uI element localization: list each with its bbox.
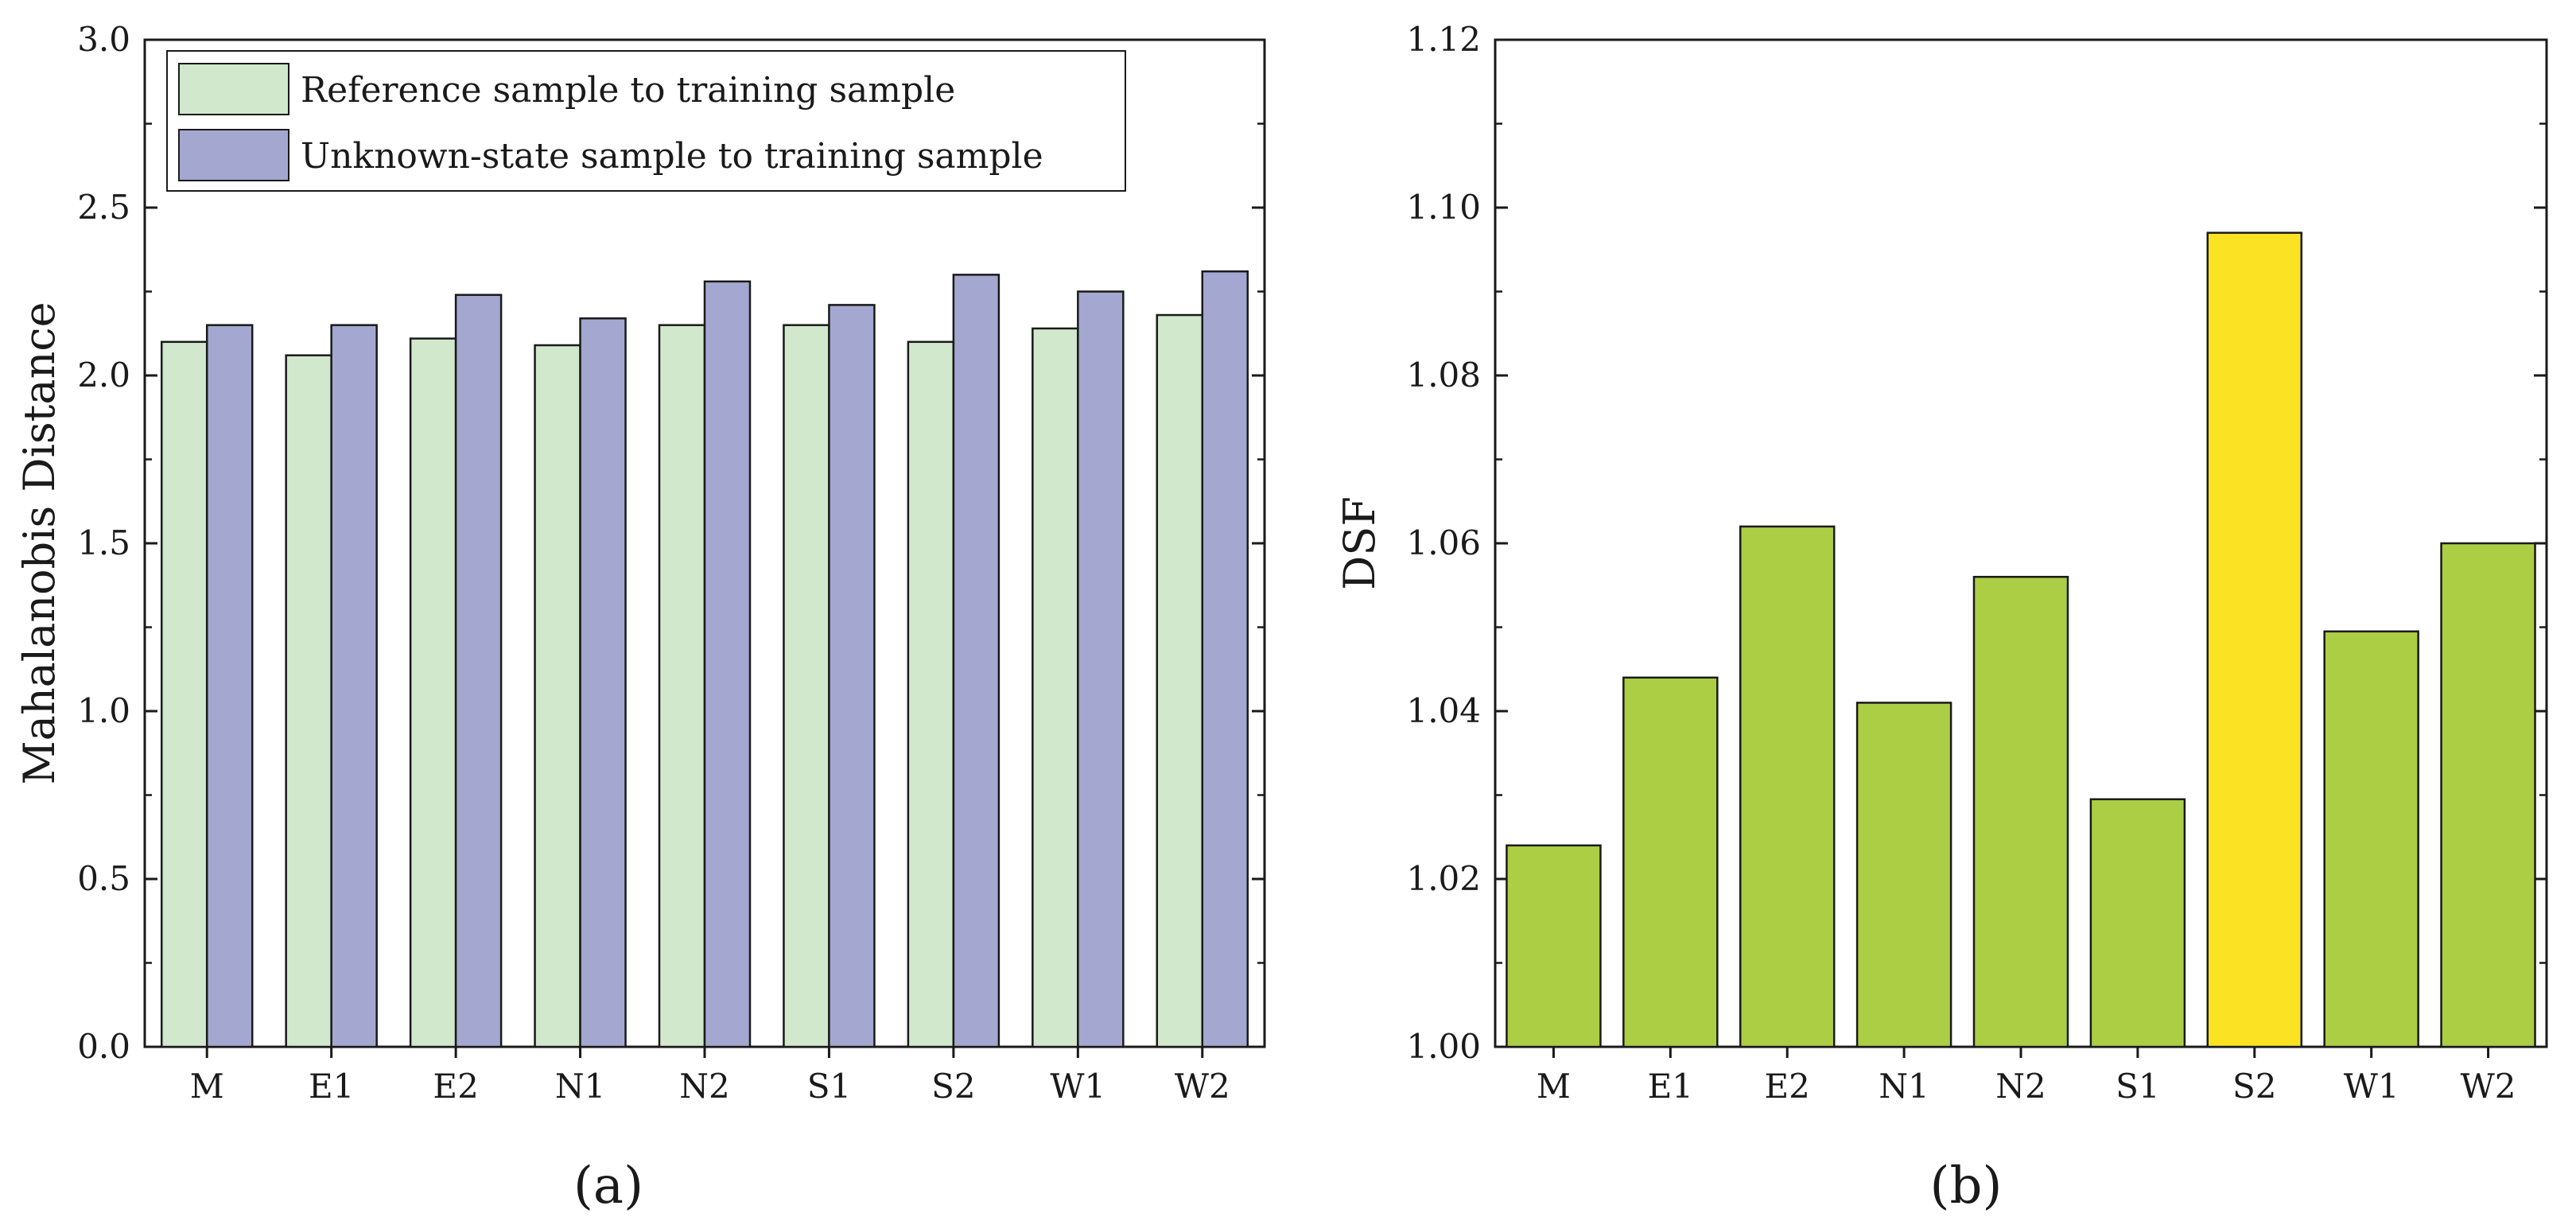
bar-unknown-state-e1 [330,324,378,1048]
panel-a-y-axis-title: Mahalanobis Distance [14,301,64,784]
b-y-tick-label: 1.06 [1406,523,1481,562]
a-y-tick-label: 2.0 [77,356,130,395]
b-y-tick-label: 1.12 [1406,20,1481,59]
panel-a-legend-frame [166,50,1126,192]
a-x-tick-label-n1: N1 [555,1067,605,1106]
bar-dsf-e2 [1739,525,1836,1048]
b-y-tick-label: 1.08 [1406,356,1481,395]
a-x-tick-label-s1: S1 [807,1067,852,1106]
bar-dsf-m [1506,844,1602,1048]
a-y-tick-label: 1.0 [77,691,130,730]
bar-reference-e1 [285,354,332,1048]
bar-reference-s2 [907,340,955,1048]
a-y-tick-label: 0.5 [77,859,130,898]
bar-reference-s1 [783,324,830,1048]
a-y-tick-label: 0.0 [77,1027,130,1066]
bar-dsf-e1 [1622,676,1719,1048]
bar-dsf-s1 [2089,798,2186,1048]
panel-b-chart: 1.00 1.02 1.04 1.06 1.08 1.10 1.12 M E1 E2 N1 N2 S1… [1335,20,2548,1215]
a-x-tick-label-w1: W1 [1050,1067,1105,1106]
bar-unknown-state-s1 [828,304,876,1048]
legend-swatch-reference [178,63,289,115]
bar-unknown-state-s2 [952,274,1000,1048]
panel-a-chart: 0.00.51.01.52.02.53.0 M E1 E2 N1 N2 S1 S2 W1 W2 … [14,20,1266,1215]
a-y-tick-label: 2.5 [77,188,130,227]
bar-reference-n1 [534,344,581,1048]
b-x-tick-label-w1: W1 [2344,1067,2399,1106]
bar-unknown-state-e2 [454,294,503,1048]
bar-unknown-state-m [205,324,254,1048]
b-x-tick-label-w2: W2 [2461,1067,2516,1106]
b-y-tick-label: 1.10 [1406,188,1481,227]
bar-dsf-w1 [2323,630,2419,1048]
b-x-tick-label-e1: E1 [1648,1067,1693,1106]
b-x-tick-label-n1: N1 [1879,1067,1929,1106]
bar-dsf-w2 [2440,542,2536,1048]
a-x-tick-label-e2: E2 [433,1067,478,1106]
b-y-tick-label: 1.00 [1406,1027,1481,1066]
bar-reference-n2 [658,324,706,1048]
legend-label-reference: Reference sample to training sample [301,70,955,111]
a-x-tick-label-w2: W2 [1175,1067,1230,1106]
bar-unknown-state-w2 [1201,270,1249,1048]
b-x-tick-label-m: M [1537,1067,1571,1106]
bar-dsf-n2 [1972,575,2069,1048]
b-x-tick-label-s1: S1 [2116,1067,2160,1106]
a-y-tick-label: 1.5 [77,523,130,562]
panel-a-legend: Reference sample to training sample Unkn… [166,50,1126,192]
bar-unknown-state-w1 [1077,290,1125,1048]
bar-reference-w2 [1156,313,1204,1048]
legend-label-unknown-state: Unknown-state sample to training sample [301,136,1043,177]
legend-swatch-unknown-state [178,129,289,181]
panel-b-y-axis-title: DSF [1335,496,1385,590]
b-y-tick-label: 1.04 [1406,691,1481,730]
bar-reference-w1 [1032,327,1079,1048]
bar-unknown-state-n2 [703,280,752,1048]
a-y-tick-label: 3.0 [77,20,130,59]
a-x-tick-label-m: M [190,1067,224,1106]
b-y-tick-label: 1.02 [1406,859,1481,898]
b-x-tick-label-s2: S2 [2232,1067,2277,1106]
bar-unknown-state-n1 [579,317,627,1048]
b-x-tick-label-n2: N2 [1995,1067,2046,1106]
a-x-tick-label-s2: S2 [931,1067,976,1106]
panel-a-label: (a) [573,1157,643,1215]
bar-reference-e2 [409,337,457,1048]
b-x-tick-label-e2: E2 [1765,1067,1810,1106]
bar-dsf-s2 [2206,231,2303,1048]
bar-dsf-n1 [1855,702,1952,1048]
a-x-tick-label-e1: E1 [309,1067,354,1106]
a-x-tick-label-n2: N2 [679,1067,729,1106]
bar-reference-m [160,340,208,1048]
panel-b-label: (b) [1930,1157,2003,1215]
